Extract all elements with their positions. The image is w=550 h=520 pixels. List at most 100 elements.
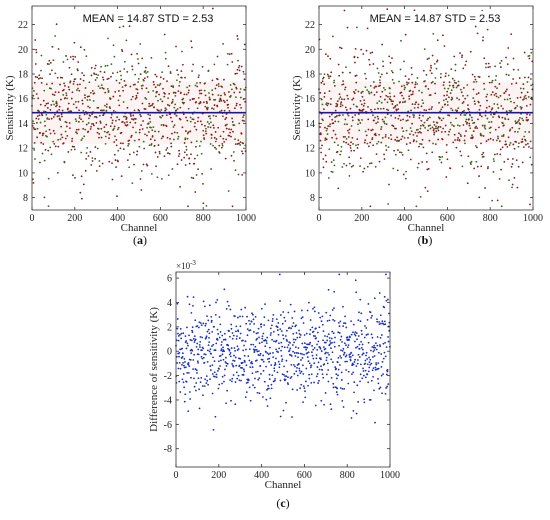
data-point bbox=[338, 114, 341, 117]
data-point bbox=[316, 373, 319, 375]
data-point bbox=[426, 119, 428, 122]
data-point bbox=[43, 120, 46, 123]
data-point bbox=[510, 33, 513, 36]
data-point bbox=[255, 359, 258, 362]
data-point bbox=[239, 144, 242, 146]
data-point bbox=[406, 119, 409, 122]
data-point bbox=[512, 143, 515, 146]
data-point bbox=[240, 308, 243, 311]
data-point bbox=[53, 94, 56, 96]
data-point bbox=[312, 307, 314, 310]
data-point bbox=[295, 352, 298, 354]
data-point bbox=[376, 344, 379, 347]
data-point bbox=[352, 323, 355, 326]
data-point bbox=[68, 127, 71, 130]
data-point bbox=[396, 136, 399, 139]
data-point bbox=[115, 166, 117, 169]
data-point bbox=[235, 338, 238, 340]
data-point bbox=[137, 58, 139, 60]
data-point bbox=[110, 63, 113, 66]
data-point bbox=[368, 356, 370, 359]
data-point bbox=[239, 332, 242, 335]
data-point bbox=[369, 398, 372, 401]
data-point bbox=[68, 122, 71, 124]
data-point bbox=[443, 87, 446, 90]
data-point bbox=[59, 83, 61, 86]
data-point bbox=[410, 93, 413, 96]
data-point bbox=[204, 82, 207, 85]
data-point bbox=[341, 341, 343, 343]
data-point bbox=[369, 311, 372, 314]
data-point bbox=[184, 366, 187, 369]
data-point bbox=[261, 396, 264, 398]
data-point bbox=[186, 153, 188, 156]
data-point bbox=[215, 84, 218, 87]
data-point bbox=[372, 63, 375, 65]
data-point bbox=[347, 136, 350, 138]
data-point bbox=[297, 363, 300, 366]
data-point bbox=[119, 147, 122, 150]
data-point bbox=[114, 135, 116, 138]
data-point bbox=[234, 72, 237, 75]
data-point bbox=[424, 80, 426, 82]
data-point bbox=[294, 365, 296, 368]
data-point bbox=[193, 125, 196, 128]
data-point bbox=[357, 335, 360, 337]
data-point bbox=[500, 66, 502, 68]
data-point bbox=[369, 52, 372, 54]
data-point bbox=[370, 317, 373, 319]
data-point bbox=[192, 368, 195, 371]
y-tick-label: 14 bbox=[18, 119, 28, 130]
data-point bbox=[256, 337, 259, 340]
data-point bbox=[442, 99, 445, 102]
data-point bbox=[139, 73, 142, 76]
data-point bbox=[336, 105, 339, 107]
data-point bbox=[525, 97, 528, 100]
data-point bbox=[390, 100, 393, 103]
data-point bbox=[176, 318, 179, 320]
data-point bbox=[253, 386, 256, 389]
data-point bbox=[330, 358, 333, 361]
data-point bbox=[201, 123, 203, 126]
data-point bbox=[227, 344, 230, 347]
data-point bbox=[523, 76, 526, 79]
data-point bbox=[328, 354, 330, 356]
data-point bbox=[176, 327, 179, 330]
data-point bbox=[407, 136, 409, 139]
data-point bbox=[242, 368, 245, 371]
data-point bbox=[150, 143, 153, 145]
data-point bbox=[81, 72, 83, 74]
data-point bbox=[384, 355, 387, 358]
data-point bbox=[498, 177, 501, 180]
data-point bbox=[388, 55, 391, 58]
data-point bbox=[368, 366, 371, 369]
data-point bbox=[419, 143, 421, 145]
data-point bbox=[379, 84, 381, 87]
data-point bbox=[360, 329, 363, 332]
data-point bbox=[238, 142, 240, 145]
data-point bbox=[207, 328, 210, 331]
data-point bbox=[320, 81, 323, 84]
y-tick-label: -8 bbox=[164, 444, 172, 455]
data-point bbox=[321, 323, 324, 326]
data-point bbox=[126, 123, 129, 126]
data-point bbox=[236, 72, 238, 75]
data-point bbox=[465, 118, 468, 121]
data-point bbox=[476, 127, 479, 130]
data-point bbox=[332, 386, 335, 389]
data-point bbox=[410, 73, 413, 76]
data-point bbox=[57, 91, 60, 94]
data-point bbox=[202, 202, 205, 205]
data-point bbox=[289, 303, 292, 306]
data-point bbox=[514, 120, 517, 123]
data-point bbox=[493, 94, 496, 96]
data-point bbox=[214, 415, 217, 418]
data-point bbox=[376, 318, 378, 321]
data-point bbox=[444, 124, 447, 127]
data-point bbox=[201, 357, 204, 360]
data-point bbox=[348, 162, 351, 165]
data-point bbox=[422, 146, 425, 149]
data-point bbox=[502, 134, 505, 136]
data-point bbox=[253, 322, 256, 325]
data-point bbox=[355, 365, 358, 367]
